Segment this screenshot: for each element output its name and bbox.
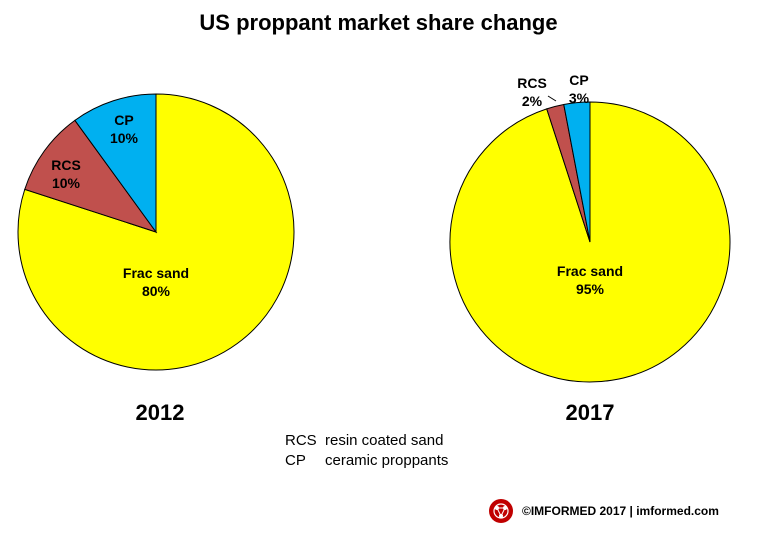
slice-value-frac-sand: 95% (576, 281, 605, 297)
footer: ©IMFORMED 2017 | imformed.com (488, 498, 719, 524)
slice-label-frac-sand: Frac sand (123, 265, 189, 281)
pie-slice-cp (74, 93, 157, 234)
legend-text: resin coated sand (325, 432, 444, 449)
abbreviation-legend: RCS resin coated sand CP ceramic proppants (285, 431, 448, 471)
slice-value-rcs: 2% (522, 93, 543, 109)
legend-row-rcs: RCS resin coated sand (285, 431, 448, 451)
slice-label-frac-sand: Frac sand (557, 263, 623, 279)
legend-row-cp: CP ceramic proppants (285, 451, 448, 471)
legend-abbr: RCS (285, 432, 317, 449)
slice-label-cp: CP (114, 112, 133, 128)
slice-label-rcs: RCS (51, 157, 81, 173)
year-label-2017: 2017 (565, 400, 615, 425)
footer-copyright: ©IMFORMED 2017 | imformed.com (522, 504, 719, 518)
leader-line (547, 95, 557, 102)
chart-title: US proppant market share change (199, 10, 558, 35)
slice-value-cp: 3% (569, 90, 590, 106)
pie-slice-cp (563, 101, 591, 243)
slice-value-frac-sand: 80% (142, 283, 171, 299)
slice-value-rcs: 10% (52, 175, 81, 191)
slice-value-cp: 10% (110, 130, 139, 146)
legend-text: ceramic proppants (325, 452, 449, 469)
legend-abbr: CP (285, 452, 306, 469)
slice-label-rcs: RCS (517, 75, 547, 91)
pie-chart-2017: Frac sand 95% RCS 2% CP 3% (449, 72, 731, 383)
slice-label-cp: CP (569, 72, 588, 88)
pie-slice-rcs (24, 119, 158, 233)
pie-chart-2012: Frac sand 80% RCS 10% CP 10% (17, 93, 295, 371)
imformed-logo-icon (489, 499, 513, 523)
year-label-2012: 2012 (135, 400, 185, 425)
